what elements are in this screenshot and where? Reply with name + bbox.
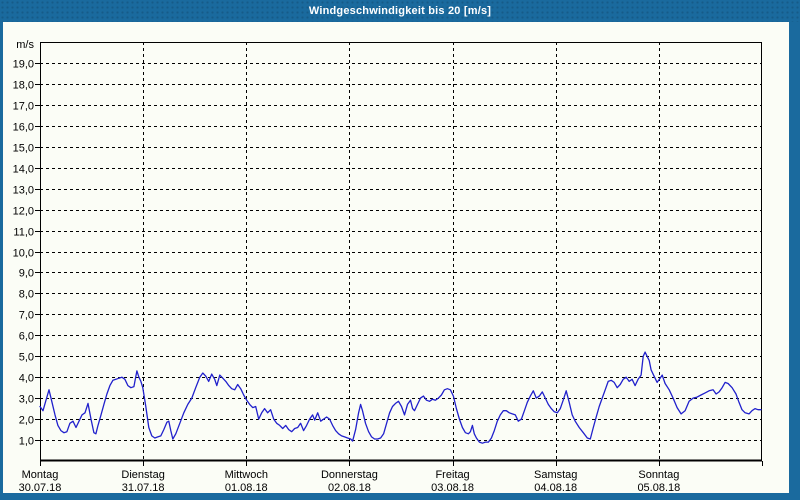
y-tick-label: 16,0 [13, 122, 34, 134]
y-tick-label: 11,0 [13, 227, 34, 239]
y-tick-label: 10,0 [13, 248, 34, 260]
date-label: 04.08.18 [534, 482, 577, 493]
y-tick-label: 6,0 [19, 331, 34, 343]
window-title: Windgeschwindigkeit bis 20 [m/s] [308, 5, 492, 17]
y-tick-label: 12,0 [13, 206, 34, 218]
y-tick-label: 2,0 [19, 415, 34, 427]
window-titlebar[interactable]: Windgeschwindigkeit bis 20 [m/s] [0, 0, 800, 22]
chart-area: 1,0 2,0 3,0 4,0 5,0 6,0 7,0 8,0 9,0 10,0 11,0 12,0 1… [0, 22, 800, 500]
day-label: Donnerstag [321, 469, 378, 481]
wind-speed-series-line [39, 351, 762, 444]
date-label: 01.08.18 [225, 482, 268, 493]
day-label: Montag [22, 469, 59, 481]
day-label: Sonntag [638, 469, 679, 481]
date-label: 05.08.18 [637, 482, 680, 493]
y-tick-label: 17,0 [13, 101, 34, 113]
y-tick-label: 9,0 [19, 268, 34, 280]
y-tick-label: 19,0 [13, 59, 34, 71]
date-label: 30.07.18 [19, 482, 62, 493]
date-label: 03.08.18 [431, 482, 474, 493]
date-label: 31.07.18 [122, 482, 165, 493]
y-tick-label: 1,0 [19, 436, 34, 448]
date-label: 02.08.18 [328, 482, 371, 493]
y-tick-label: 18,0 [13, 80, 34, 92]
y-tick-label: 4,0 [19, 373, 34, 385]
day-label: Mittwoch [225, 469, 268, 481]
y-tick-label: 5,0 [19, 352, 34, 364]
y-tick-label: 8,0 [19, 289, 34, 301]
y-tick-label: 7,0 [19, 310, 34, 322]
day-label: Dienstag [121, 469, 164, 481]
day-label: Freitag [435, 469, 469, 481]
y-axis-unit-label: m/s [16, 39, 34, 51]
y-tick-label: 3,0 [19, 394, 34, 406]
y-tick-label: 15,0 [13, 143, 34, 155]
y-tick-label: 13,0 [13, 185, 34, 197]
y-tick-label: 14,0 [13, 164, 34, 176]
wind-speed-chart: 1,0 2,0 3,0 4,0 5,0 6,0 7,0 8,0 9,0 10,0 11,0 12,0 1… [13, 39, 763, 494]
day-label: Samstag [534, 469, 577, 481]
